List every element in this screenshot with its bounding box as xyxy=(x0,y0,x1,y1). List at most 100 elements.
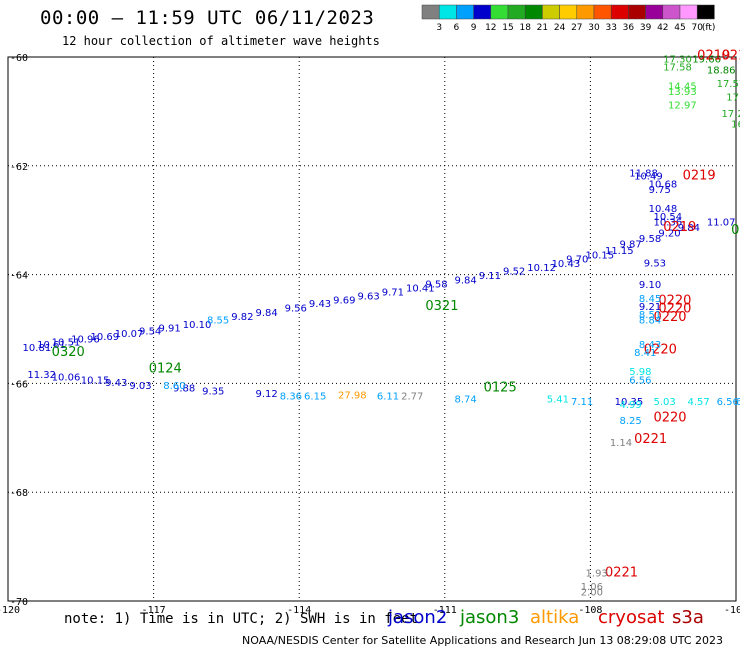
swh-data-label: 10.10 xyxy=(183,320,212,331)
swh-data-label: 6.51 xyxy=(736,397,740,408)
y-tick-label: -66 xyxy=(10,379,28,390)
swh-data-label: 9.84 xyxy=(455,275,477,286)
y-tick-label: -62 xyxy=(10,162,28,173)
swh-data-label: 10.06 xyxy=(52,373,81,384)
pass-time-label: 0220 xyxy=(658,294,691,309)
swh-data-label: 11.32 xyxy=(27,370,56,381)
colorbar-tick-label: 70 xyxy=(691,23,703,33)
swh-data-label: 17.58 xyxy=(663,63,692,74)
swh-data-label: 19.66 xyxy=(692,54,721,65)
swh-data-label: 10.54 xyxy=(653,212,682,223)
swh-data-label: 9.03 xyxy=(129,381,151,392)
swh-data-label: 10.35 xyxy=(615,397,644,408)
swh-data-label: 10.69 xyxy=(91,332,120,343)
y-tick-label: -68 xyxy=(10,488,28,499)
colorbar-unit-label: (ft) xyxy=(702,23,716,33)
footer-note: note: 1) Time is in UTC; 2) SWH is in fe… xyxy=(64,611,419,627)
swh-data-label: 9.53 xyxy=(644,258,666,269)
swh-data-label: 10.61 xyxy=(37,340,66,351)
swh-data-label: 10.49 xyxy=(634,171,663,182)
swh-data-label: 9.43 xyxy=(105,378,127,389)
swh-data-label: 10.41 xyxy=(406,283,435,294)
x-tick-label: -105 xyxy=(724,605,740,616)
x-tick-label: -108 xyxy=(578,605,602,616)
colorbar-swatch xyxy=(421,4,440,20)
y-tick-label: -64 xyxy=(10,271,28,282)
pass-time-label: 0220 xyxy=(644,342,677,357)
swh-data-label: 9.84 xyxy=(256,308,278,319)
colorbar-swatch xyxy=(456,4,474,20)
swh-data-label: 6.56 xyxy=(629,375,651,386)
swh-data-label: 8.55 xyxy=(207,316,229,327)
swh-data-label: 9.11 xyxy=(479,271,501,282)
swh-data-label: 5.41 xyxy=(547,394,569,405)
swh-data-label: 11.88 xyxy=(629,169,658,180)
swh-data-label: 16.5 xyxy=(731,120,740,131)
x-tick-label: -117 xyxy=(142,605,166,616)
swh-data-label: 8.84 xyxy=(639,316,661,327)
plot-frame xyxy=(7,56,737,602)
colorbar-tick-label: 6 xyxy=(454,23,460,33)
swh-data-label: 10.43 xyxy=(552,259,581,270)
swh-data-label: 10.48 xyxy=(649,204,678,215)
swh-data-label: 10.15 xyxy=(81,375,110,386)
swh-data-label: 8.43 xyxy=(639,340,661,351)
colorbar-swatch xyxy=(507,4,526,20)
x-tick-label: -120 xyxy=(0,605,20,616)
swh-data-label: 4.99 xyxy=(620,400,642,411)
colorbar-tick-label: 42 xyxy=(657,23,668,33)
colorbar-swatch xyxy=(679,4,698,20)
colorbar-swatch xyxy=(542,4,560,20)
colorbar-tick-label: 24 xyxy=(554,23,566,33)
y-tick-label: -60 xyxy=(10,53,28,64)
colorbar-swatch xyxy=(628,4,646,20)
swh-data-label: 9.88 xyxy=(173,384,195,395)
colorbar-swatch xyxy=(438,4,457,20)
swh-data-label: 9.35 xyxy=(202,386,224,397)
pass-time-label: 0322 xyxy=(731,223,740,238)
colorbar-swatch xyxy=(593,4,612,20)
chart-title: 00:00 – 11:59 UTC 06/11/2023 xyxy=(40,7,375,29)
colorbar-swatch xyxy=(662,4,681,20)
colorbar-tick-label: 36 xyxy=(623,23,635,33)
colorbar-tick-label: 3 xyxy=(436,23,442,33)
swh-data-label: 8.51 xyxy=(639,310,661,321)
swh-data-label: 9.52 xyxy=(503,267,525,278)
colorbar-tick-label: 12 xyxy=(485,23,496,33)
swh-data-label: 9.58 xyxy=(639,234,661,245)
colorbar-tick-label: 21 xyxy=(537,23,548,33)
colorbar-swatch xyxy=(696,4,715,20)
colorbar-swatch xyxy=(645,4,664,20)
swh-data-label: 9.75 xyxy=(649,185,671,196)
swh-data-label: 1.14 xyxy=(610,438,632,449)
swh-data-label: 9.87 xyxy=(620,239,642,250)
legend-altika: altika xyxy=(530,607,580,628)
swh-data-label: 9.63 xyxy=(357,292,379,303)
pass-time-label: 0219 xyxy=(683,168,716,183)
legend-jason3: jason3 xyxy=(460,607,520,628)
swh-data-label: 17.57 xyxy=(717,79,740,90)
swh-data-label: 9.10 xyxy=(639,280,661,291)
swh-data-label: 9.21 xyxy=(639,302,661,313)
legend-jason2: jason2 xyxy=(388,607,448,628)
swh-data-label: 8.45 xyxy=(639,294,661,305)
swh-data-label: 10.15 xyxy=(586,250,615,261)
swh-data-label: 10.36 xyxy=(653,218,682,229)
swh-data-label: 9.70 xyxy=(566,255,588,266)
swh-data-label: 5.03 xyxy=(653,397,675,408)
colorbar-tick-label: 9 xyxy=(471,23,477,33)
pass-time-label: 0124 xyxy=(149,362,182,377)
colorbar-tick-label: 15 xyxy=(502,23,513,33)
swh-data-label: 13.93 xyxy=(668,87,697,98)
swh-data-label: 9.84 xyxy=(678,223,700,234)
swh-data-label: 10.81 xyxy=(23,343,52,354)
colorbar-swatch xyxy=(524,4,543,20)
x-tick-label: -111 xyxy=(433,605,457,616)
swh-data-label: 9.91 xyxy=(158,324,180,335)
colorbar-swatch xyxy=(473,4,492,20)
swh-data-label: 12.97 xyxy=(668,101,697,112)
colorbar-tick-label: 30 xyxy=(588,23,600,33)
footer-credit: NOAA/NESDIS Center for Satellite Applica… xyxy=(242,634,724,647)
